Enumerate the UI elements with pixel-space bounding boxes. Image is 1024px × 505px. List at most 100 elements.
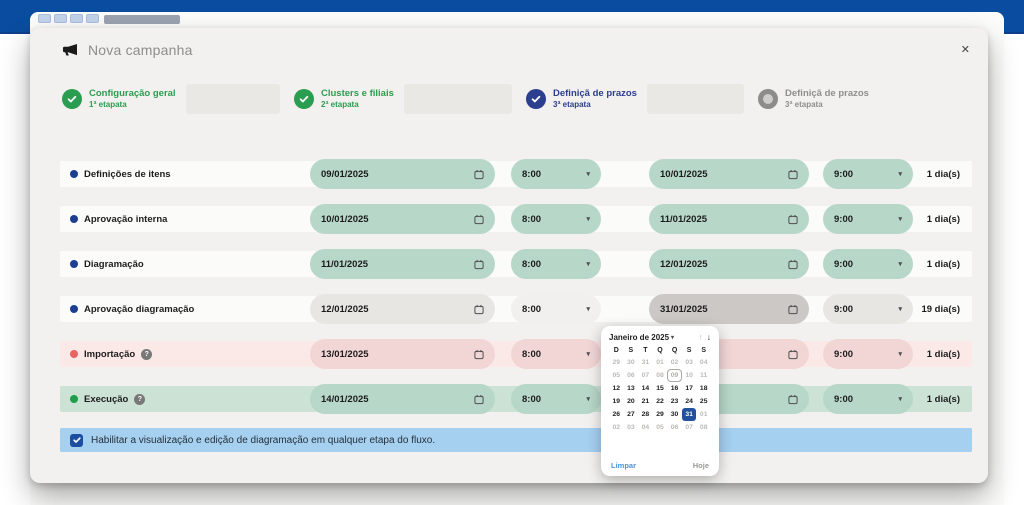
end-date-input[interactable]: 11/01/2025 [649, 204, 809, 234]
calendar-day[interactable]: 30 [670, 411, 679, 418]
start-time-select[interactable]: 8:00 ▾ [511, 294, 601, 324]
calendar-day[interactable]: 24 [685, 398, 693, 405]
end-date-input[interactable]: 31/01/2025 [649, 294, 809, 324]
step-title: Definiçã de prazos [553, 87, 637, 99]
calendar-day[interactable]: 16 [670, 385, 679, 392]
start-date-input[interactable]: 12/01/2025 [310, 294, 495, 324]
calendar-day[interactable]: 04 [699, 359, 708, 366]
calendar-day[interactable]: 23 [670, 398, 679, 405]
calendar-day[interactable]: 29 [656, 411, 664, 418]
clear-button[interactable]: Limpar [611, 461, 637, 470]
end-time-select[interactable]: 9:00 ▾ [823, 159, 913, 189]
close-icon[interactable]: ✕ [960, 43, 970, 56]
start-time-select[interactable]: 8:00 ▾ [511, 249, 601, 279]
month-selector[interactable]: Janeiro de 2025 ▾ [609, 333, 674, 342]
checkbox-label: Habilitar a visualização e edição de dia… [91, 434, 436, 446]
start-time-select[interactable]: 8:00 ▾ [511, 339, 601, 369]
calendar-day[interactable]: 06 [627, 372, 635, 379]
row-label-cell: Aprovação diagramação [70, 304, 310, 315]
calendar-day[interactable]: 20 [627, 398, 635, 405]
calendar-day[interactable]: 21 [641, 398, 650, 405]
calendar-day[interactable]: 22 [656, 398, 664, 405]
backdrop-app-name [104, 15, 180, 24]
calendar-day[interactable]: 12 [612, 385, 621, 392]
modal-title: Nova campanha [88, 42, 193, 58]
start-time-select[interactable]: 8:00 ▾ [511, 159, 601, 189]
calendar-day[interactable]: 18 [699, 385, 708, 392]
calendar-day[interactable]: 08 [656, 372, 664, 379]
stepper: Configuração geral 1ª etapata Clusters e… [62, 84, 976, 114]
calendar-day[interactable]: 31 [681, 408, 697, 421]
deadline-row: Definições de itens 09/01/2025 8:00 ▾ 10… [60, 159, 972, 189]
calendar-day[interactable]: 15 [656, 385, 664, 392]
end-time-select[interactable]: 9:00 ▾ [823, 249, 913, 279]
row-label-cell: Importação ? [70, 348, 310, 360]
pending-circle-icon [758, 89, 778, 109]
end-time-select[interactable]: 9:00 ▾ [823, 204, 913, 234]
stepper-step[interactable]: Configuração geral 1ª etapata [62, 84, 280, 114]
calendar-day[interactable]: 05 [656, 424, 664, 431]
stepper-step[interactable]: Clusters e filiais 2ª etapata [294, 84, 512, 114]
calendar-day[interactable]: 01 [699, 411, 708, 418]
check-icon [531, 95, 541, 103]
start-date-input[interactable]: 13/01/2025 [310, 339, 495, 369]
calendar-day[interactable]: 31 [641, 359, 650, 366]
start-time-select[interactable]: 8:00 ▾ [511, 384, 601, 414]
calendar-day[interactable]: 08 [699, 424, 708, 431]
calendar-day[interactable]: 06 [670, 424, 679, 431]
calendar-day[interactable]: 30 [627, 359, 635, 366]
calendar-day[interactable]: 07 [641, 372, 650, 379]
end-time-select[interactable]: 9:00 ▾ [823, 294, 913, 324]
calendar-day[interactable]: 04 [641, 424, 650, 431]
end-time-value: 9:00 [834, 213, 854, 225]
weekday-label: Q [671, 347, 678, 354]
calendar-day[interactable]: 09 [667, 369, 682, 382]
deadline-row: Diagramação 11/01/2025 8:00 ▾ 12/01/2025 [60, 249, 972, 279]
calendar-day[interactable]: 02 [612, 424, 621, 431]
chevron-down-icon: ▾ [586, 216, 590, 223]
check-icon [67, 95, 77, 103]
end-time-select[interactable]: 9:00 ▾ [823, 339, 913, 369]
calendar-day[interactable]: 14 [641, 385, 650, 392]
end-date-input[interactable]: 12/01/2025 [649, 249, 809, 279]
step-state-icon [294, 89, 314, 109]
end-time-select[interactable]: 9:00 ▾ [823, 384, 913, 414]
calendar-day[interactable]: 10 [685, 372, 693, 379]
calendar-day[interactable]: 25 [699, 398, 708, 405]
start-time-select[interactable]: 8:00 ▾ [511, 204, 601, 234]
calendar-day[interactable]: 05 [612, 372, 621, 379]
calendar-day[interactable]: 27 [627, 411, 635, 418]
new-campaign-modal: Nova campanha ✕ Configuração geral 1ª et… [30, 28, 988, 483]
stepper-step[interactable]: Definiçã de prazos 3ª etapata [758, 84, 976, 114]
start-date-input[interactable]: 09/01/2025 [310, 159, 495, 189]
calendar-day[interactable]: 17 [685, 385, 693, 392]
megaphone-icon [62, 42, 78, 58]
info-icon[interactable]: ? [141, 348, 153, 360]
step-subtitle: 3ª etapata [785, 99, 823, 109]
calendar-day[interactable]: 29 [612, 359, 621, 366]
step-state-icon [526, 89, 546, 109]
calendar-day[interactable]: 19 [612, 398, 621, 405]
calendar-day[interactable]: 26 [612, 411, 621, 418]
start-date-input[interactable]: 11/01/2025 [310, 249, 495, 279]
stepper-step[interactable]: Definiçã de prazos 3ª etapata [526, 84, 744, 114]
calendar-day[interactable]: 03 [627, 424, 635, 431]
calendar-day[interactable]: 13 [627, 385, 635, 392]
info-icon[interactable]: ? [134, 393, 146, 405]
calendar-day[interactable]: 02 [670, 359, 679, 366]
diagramming-checkbox[interactable] [70, 433, 83, 447]
calendar-day[interactable]: 28 [641, 411, 650, 418]
calendar-day[interactable]: 01 [656, 359, 664, 366]
next-month-button[interactable]: ↓ [706, 332, 711, 343]
calendar-header: Janeiro de 2025 ▾ ↑ ↓ [609, 333, 711, 342]
end-date-input[interactable]: 10/01/2025 [649, 159, 809, 189]
start-date-input[interactable]: 14/01/2025 [310, 384, 495, 414]
calendar-day[interactable]: 07 [685, 424, 693, 431]
prev-month-button[interactable]: ↑ [698, 332, 703, 343]
start-date-input[interactable]: 10/01/2025 [310, 204, 495, 234]
calendar-days-grid: 29 30 31 01 02 03 04 05 06 07 08 09 10 1… [609, 356, 711, 434]
calendar-day[interactable]: 11 [700, 372, 708, 379]
today-button[interactable]: Hoje [692, 461, 709, 470]
weekday-label: S [701, 347, 707, 354]
calendar-day[interactable]: 03 [685, 359, 693, 366]
